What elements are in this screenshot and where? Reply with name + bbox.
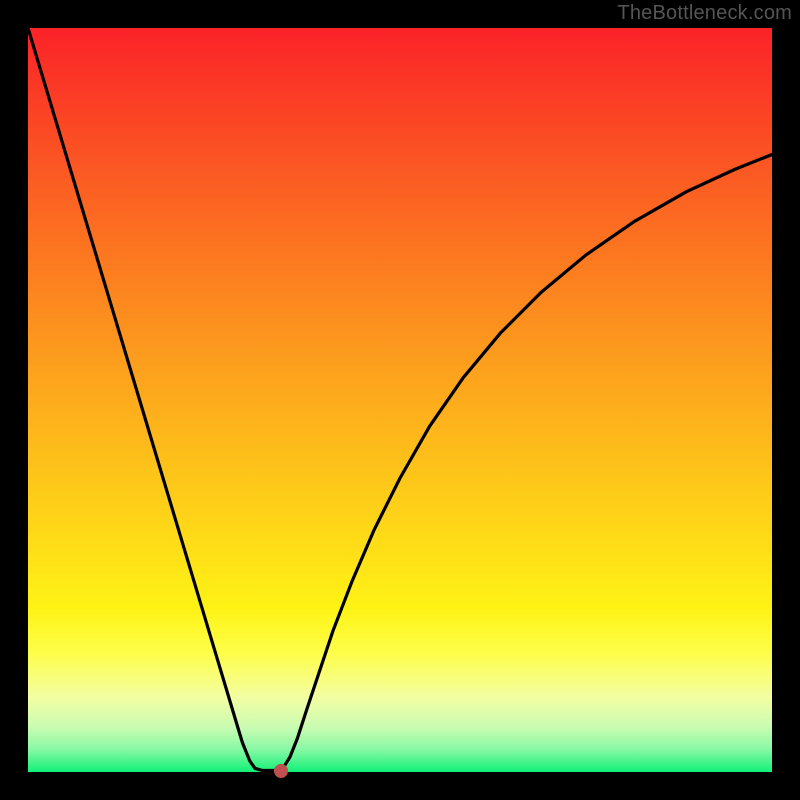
optimum-marker: [274, 764, 288, 778]
watermark-text: TheBottleneck.com: [617, 2, 792, 25]
curve-path: [28, 28, 772, 771]
chart-plot-area: [28, 28, 772, 772]
bottleneck-curve: [28, 28, 772, 772]
